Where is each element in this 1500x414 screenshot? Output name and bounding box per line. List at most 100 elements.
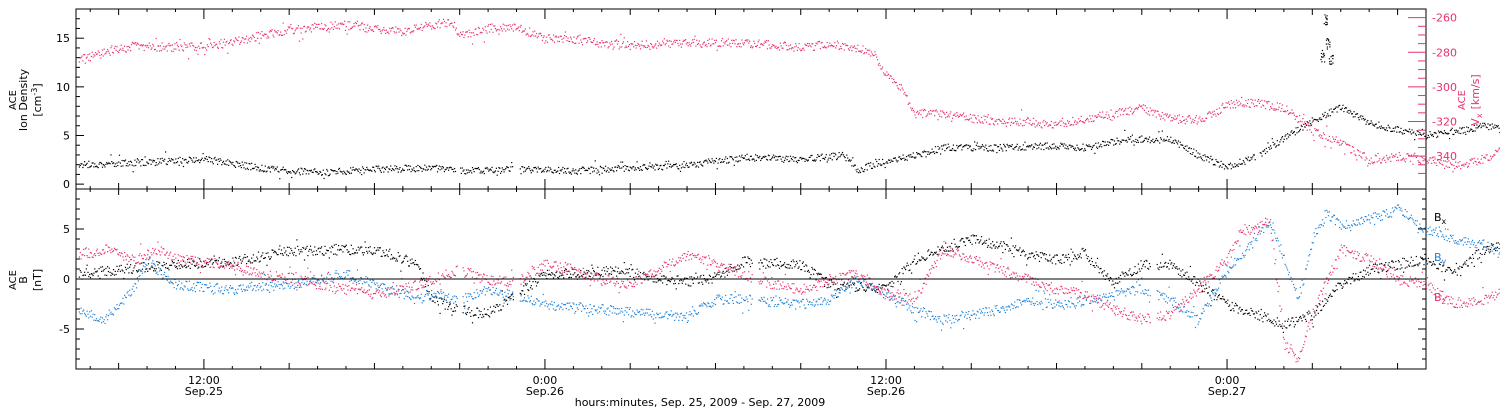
bx-point bbox=[1415, 265, 1416, 266]
vx-point bbox=[337, 28, 338, 29]
vx-point bbox=[1047, 122, 1048, 123]
bx-point bbox=[523, 285, 524, 286]
bx-point bbox=[359, 249, 360, 250]
ion-density-point bbox=[602, 173, 603, 174]
bx-point bbox=[1204, 288, 1205, 289]
vx-point bbox=[1377, 161, 1378, 162]
vx-point bbox=[347, 21, 348, 22]
vx-point bbox=[969, 119, 970, 120]
bx-point bbox=[1038, 256, 1039, 257]
ion-density-point bbox=[829, 155, 830, 156]
ion-density-point bbox=[1341, 109, 1342, 110]
vx-point bbox=[1413, 154, 1414, 155]
bx-point bbox=[128, 272, 129, 273]
vx-point bbox=[232, 45, 233, 46]
bx-point bbox=[83, 275, 84, 276]
bx-point bbox=[375, 253, 376, 254]
bx-point bbox=[512, 293, 513, 294]
bx-point bbox=[694, 277, 695, 278]
bx-point bbox=[172, 261, 173, 262]
bx-point bbox=[846, 284, 847, 285]
bx-point bbox=[1327, 301, 1328, 302]
vx-point bbox=[1180, 120, 1181, 121]
vx-point bbox=[240, 42, 241, 43]
bx-point bbox=[920, 259, 921, 260]
bx-point bbox=[218, 260, 219, 261]
vx-point bbox=[161, 50, 162, 51]
bx-point bbox=[1323, 306, 1324, 307]
ion-density-point bbox=[1366, 121, 1367, 122]
ion-density-point bbox=[492, 167, 493, 168]
ion-density-point bbox=[609, 168, 610, 169]
ion-density-point bbox=[1319, 117, 1320, 118]
vx-point bbox=[881, 68, 882, 69]
bx-point bbox=[399, 255, 400, 256]
vx-point bbox=[428, 24, 429, 25]
vx-point bbox=[903, 93, 904, 94]
vx-point bbox=[885, 74, 886, 75]
bx-point bbox=[1012, 253, 1013, 254]
ion-density-point bbox=[255, 166, 256, 167]
ion-density-point bbox=[601, 167, 602, 168]
vx-point bbox=[490, 24, 491, 25]
bx-point bbox=[1107, 273, 1108, 274]
bx-point bbox=[1158, 269, 1159, 270]
bx-point bbox=[946, 250, 947, 251]
ion-density-point bbox=[313, 172, 314, 173]
bx-point bbox=[284, 247, 285, 248]
vx-point bbox=[949, 116, 950, 117]
vx-point bbox=[484, 41, 485, 42]
ion-density-point bbox=[1443, 133, 1444, 134]
ion-density-point bbox=[926, 151, 927, 152]
ion-density-point bbox=[613, 170, 614, 171]
vx-point bbox=[369, 28, 370, 29]
ion-density-point bbox=[203, 153, 204, 154]
ion-density-point bbox=[1091, 149, 1092, 150]
ion-density-point bbox=[1238, 166, 1239, 167]
vx-point bbox=[1253, 103, 1254, 104]
ion-density-point bbox=[880, 164, 881, 165]
vx-point bbox=[1213, 114, 1214, 115]
bx-point bbox=[893, 283, 894, 284]
ion-density-point bbox=[150, 159, 151, 160]
bx-point bbox=[1402, 258, 1403, 259]
bx-point bbox=[342, 245, 343, 246]
vx-point bbox=[1169, 115, 1170, 116]
vx-point bbox=[249, 38, 250, 39]
ion-density-point bbox=[148, 163, 149, 164]
bx-point bbox=[1314, 316, 1315, 317]
ion-density-point bbox=[259, 170, 260, 171]
ion-density-point bbox=[1152, 139, 1153, 140]
vx-point bbox=[644, 45, 645, 46]
vx-point bbox=[342, 23, 343, 24]
vx-point bbox=[149, 42, 150, 43]
vx-point bbox=[1301, 125, 1302, 126]
ion-density-point bbox=[947, 147, 948, 148]
ion-density-point bbox=[1048, 149, 1049, 150]
ion-density-point bbox=[154, 160, 155, 161]
ion-density-point bbox=[234, 166, 235, 167]
bx-point bbox=[292, 253, 293, 254]
ion-density-point bbox=[657, 165, 658, 166]
vx-point bbox=[758, 40, 759, 41]
bx-point bbox=[104, 269, 105, 270]
vx-point bbox=[1463, 164, 1464, 165]
vx-point bbox=[1229, 104, 1230, 105]
ion-density-point bbox=[723, 161, 724, 162]
vx-point bbox=[711, 45, 712, 46]
vx-point bbox=[421, 24, 422, 25]
bx-point bbox=[168, 269, 169, 270]
ion-density-point bbox=[1371, 120, 1372, 121]
bx-point bbox=[833, 282, 834, 283]
bx-point bbox=[1302, 314, 1303, 315]
ion-density-point bbox=[359, 172, 360, 173]
ion-density-point bbox=[279, 178, 280, 179]
bx-point bbox=[1331, 296, 1332, 297]
vx-point bbox=[862, 45, 863, 46]
ion-density-point bbox=[753, 159, 754, 160]
vx-point bbox=[243, 42, 244, 43]
ion-density-point bbox=[687, 165, 688, 166]
bx-point bbox=[486, 314, 487, 315]
vx-point bbox=[1320, 137, 1321, 138]
bx-point bbox=[647, 276, 648, 277]
